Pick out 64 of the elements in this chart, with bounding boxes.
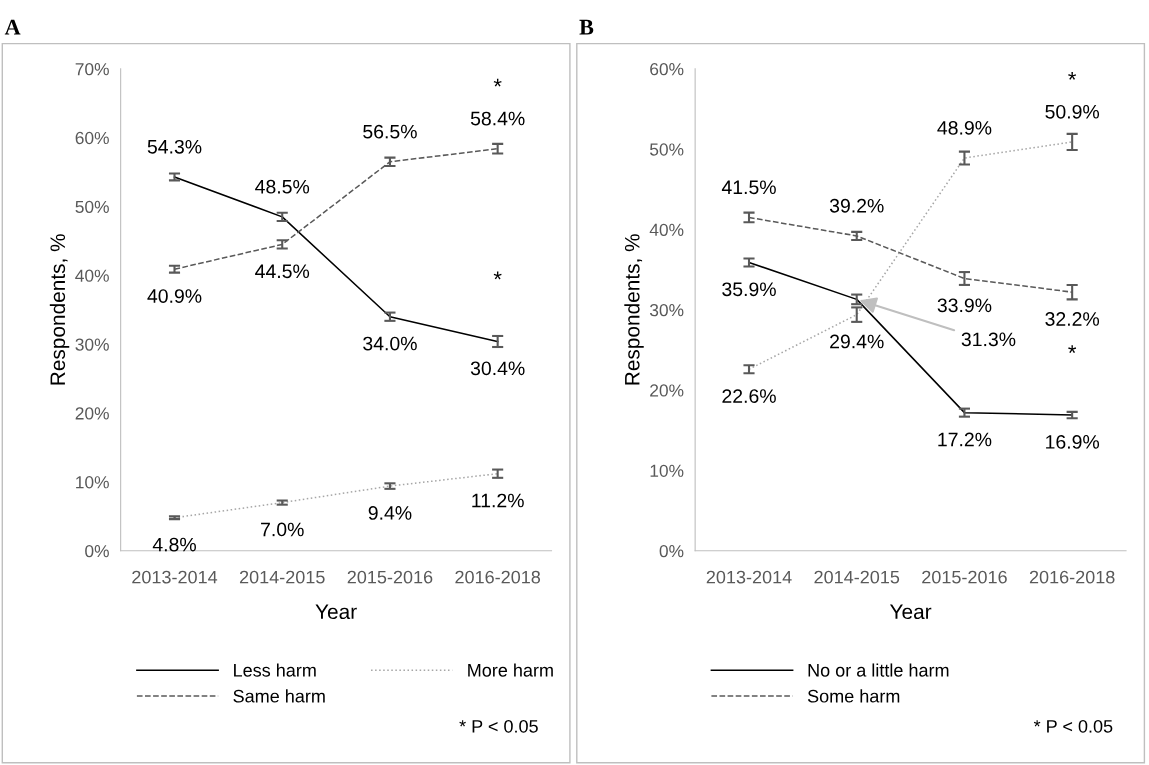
y-tick-label: 10% <box>650 464 684 477</box>
chart-title: B <box>579 19 594 35</box>
x-axis-title: Year <box>315 604 357 620</box>
y-tick-label: 20% <box>75 407 109 420</box>
y-tick-label: 40% <box>75 269 109 282</box>
data-label: 41.5% <box>721 180 776 195</box>
annotation: * <box>493 271 502 280</box>
y-tick-label: 30% <box>649 303 684 317</box>
x-tick-label: 2015-2016 <box>347 570 433 584</box>
data-label: 16.9% <box>1046 435 1100 449</box>
x-tick-label: 2013-2014 <box>132 570 218 584</box>
y-tick-label: 50% <box>649 143 684 156</box>
data-label: 17.2% <box>938 432 992 447</box>
y-tick-label: 0% <box>659 544 684 558</box>
x-tick-label: 2015-2016 <box>922 570 1007 584</box>
chart-title: A <box>4 19 21 35</box>
y-axis-title: Respondents, % <box>624 234 644 385</box>
data-label: 29.4% <box>830 334 884 349</box>
y-tick-label: 60% <box>75 131 109 145</box>
data-label: 56.5% <box>363 124 417 139</box>
data-label: 9.4% <box>368 506 412 520</box>
data-label: 34.0% <box>363 336 417 351</box>
x-tick-label: 2016-2018 <box>455 570 541 584</box>
x-tick-label: 2013-2014 <box>706 570 792 584</box>
y-axis-title: Respondents, % <box>49 234 70 385</box>
text: * P < 0.05 <box>1033 719 1113 733</box>
annotation: * <box>1068 72 1077 80</box>
legend-label: No or a little harm <box>808 663 949 677</box>
data-label: 50.9% <box>1045 104 1100 119</box>
legend-label: Same harm <box>233 689 325 703</box>
legend-label: Less harm <box>234 663 316 677</box>
data-label: 7.0% <box>261 522 304 537</box>
x-axis-title: Year <box>889 604 932 620</box>
data-label: 48.5% <box>255 179 310 194</box>
y-tick-label: 60% <box>650 63 684 76</box>
text: * P < 0.05 <box>459 719 538 733</box>
data-label: 22.6% <box>722 389 776 403</box>
y-tick-label: 0% <box>85 544 109 558</box>
y-tick-label: 40% <box>649 223 684 236</box>
legend-label: More harm <box>468 663 553 677</box>
data-label: 4.8% <box>152 537 196 552</box>
annotation: * <box>1068 345 1077 353</box>
data-label: 35.9% <box>722 282 776 297</box>
data-label: 39.2% <box>829 198 884 213</box>
y-tick-label: 70% <box>75 63 109 76</box>
data-label: 30.4% <box>470 361 525 376</box>
y-tick-label: 30% <box>75 338 109 351</box>
annotation: * <box>493 78 502 87</box>
data-label: 40.9% <box>147 289 202 303</box>
x-tick-label: 2016-2018 <box>1029 570 1115 584</box>
data-label: 31.3% <box>961 332 1016 347</box>
data-label: 54.3% <box>147 139 202 154</box>
data-label: 11.2% <box>472 493 524 508</box>
y-tick-label: 10% <box>76 476 109 489</box>
data-label: 44.5% <box>255 264 310 279</box>
x-tick-label: 2014-2015 <box>814 570 900 584</box>
data-label: 32.2% <box>1045 312 1100 326</box>
x-tick-label: 2014-2015 <box>239 570 325 584</box>
data-label: 58.4% <box>470 111 525 126</box>
legend-label: Some harm <box>807 689 900 703</box>
y-tick-label: 50% <box>75 200 109 214</box>
data-label: 33.9% <box>937 298 992 313</box>
y-tick-label: 20% <box>650 384 684 397</box>
data-label: 48.9% <box>937 120 992 135</box>
